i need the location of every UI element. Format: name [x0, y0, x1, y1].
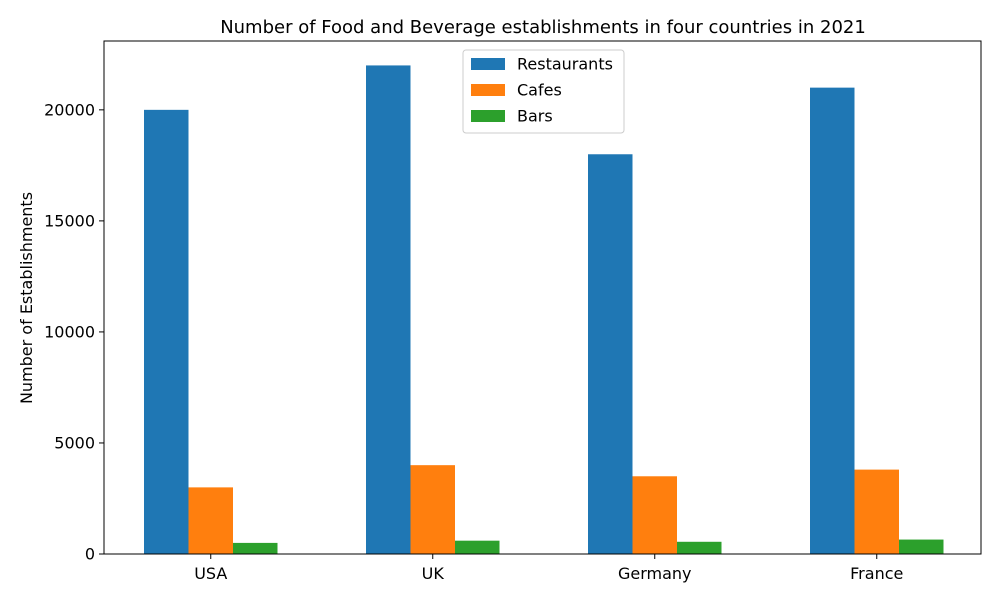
bar-cafes-france	[854, 469, 899, 554]
bars-layer	[144, 65, 944, 555]
x-axis-ticks: USA UK Germany France	[194, 554, 903, 583]
legend: Restaurants Cafes Bars	[462, 49, 625, 134]
bar-restaurants-usa	[144, 109, 189, 555]
bar-cafes-usa	[188, 487, 233, 554]
bar-bars-germany	[677, 541, 722, 554]
y-tick-label: 15000	[44, 211, 95, 230]
bar-bars-usa	[233, 542, 278, 554]
bar-restaurants-germany	[588, 154, 633, 554]
bar-restaurants-uk	[366, 65, 411, 554]
y-tick-label: 5000	[54, 433, 95, 452]
y-tick-label: 0	[85, 545, 95, 564]
legend-label-cafes: Cafes	[517, 81, 562, 100]
legend-label-bars: Bars	[517, 107, 553, 126]
x-tick-label: USA	[194, 564, 227, 583]
y-tick-label: 20000	[44, 100, 95, 119]
legend-swatch-bars	[471, 110, 505, 122]
bar-bars-uk	[455, 540, 500, 554]
x-tick-label: France	[850, 564, 903, 583]
y-tick-label: 10000	[44, 322, 95, 341]
bar-cafes-germany	[632, 476, 677, 554]
y-axis-label: Number of Establishments	[17, 192, 36, 404]
legend-swatch-restaurants	[471, 58, 505, 70]
legend-swatch-cafes	[471, 84, 505, 96]
bar-bars-france	[899, 539, 944, 554]
chart-title: Number of Food and Beverage establishmen…	[220, 17, 866, 38]
x-tick-label: UK	[422, 564, 445, 583]
plot-frame	[103, 40, 982, 555]
x-tick-label: Germany	[618, 564, 692, 583]
legend-label-restaurants: Restaurants	[517, 55, 613, 74]
y-axis-ticks: 0 5000 10000 15000 20000	[44, 100, 104, 564]
bar-restaurants-france	[810, 87, 855, 555]
bar-cafes-uk	[410, 465, 455, 554]
